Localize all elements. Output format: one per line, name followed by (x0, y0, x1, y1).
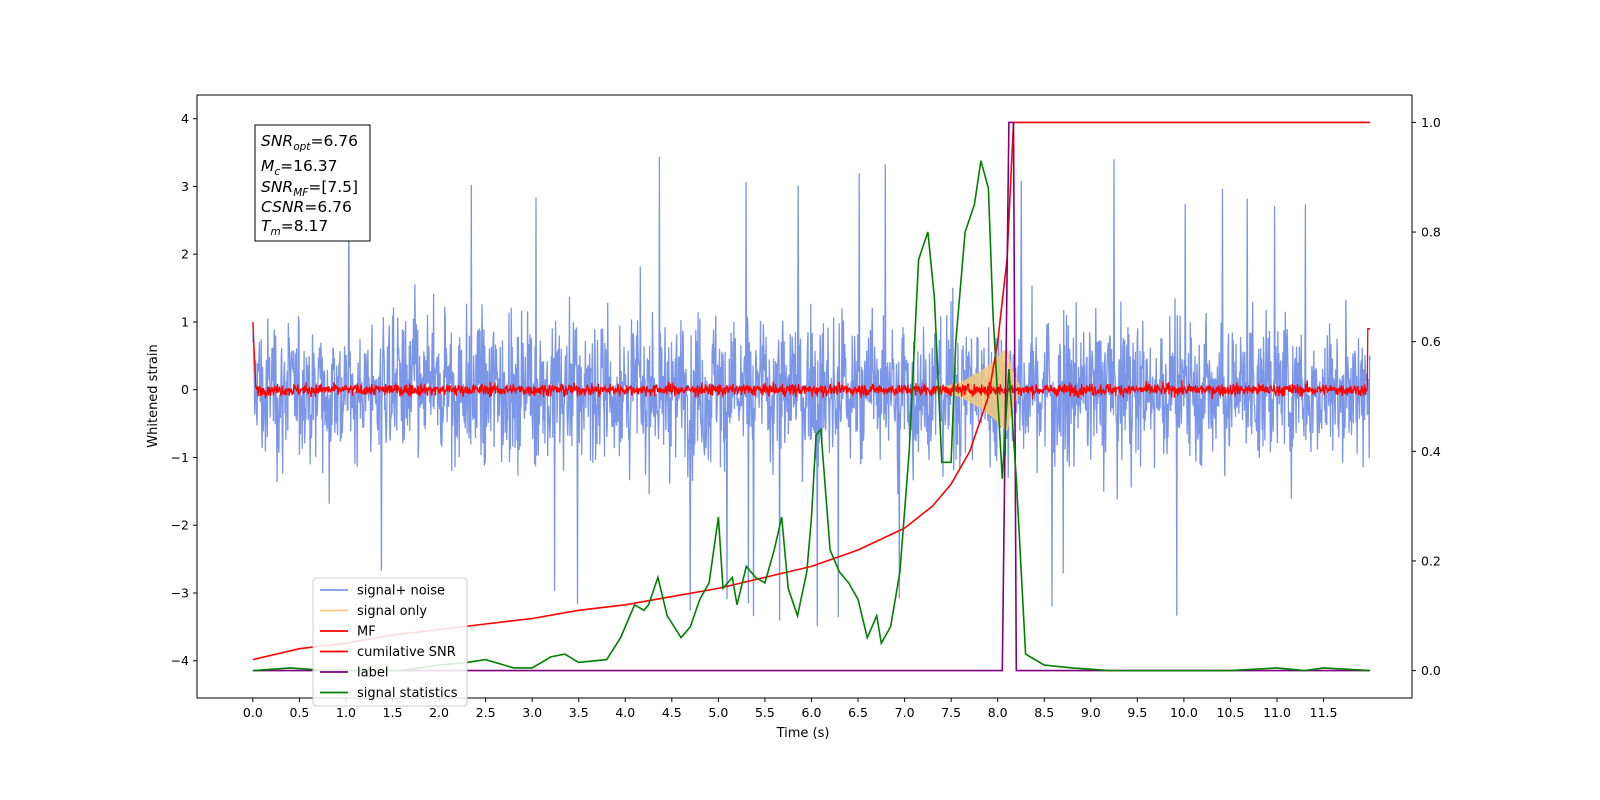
y2-ticks: 1.0 0.8 0.6 0.4 0.2 0.0 (1412, 115, 1441, 678)
x-ticks: 0.0 0.5 1.0 1.5 2.0 2.5 3.0 3.5 4.0 4.5 5.0 5.5 6.0 6… (243, 698, 1338, 720)
y-tick-label: 0 (181, 382, 189, 397)
x-tick-label: 2.0 (429, 705, 449, 720)
y-tick-label: −2 (171, 518, 189, 533)
x-tick-label: 5.5 (755, 705, 775, 720)
info-snr-opt: SNRopt=6.76 (261, 132, 358, 153)
y2-tick-label: 0.4 (1421, 444, 1441, 459)
x-axis-label: Time (s) (776, 726, 830, 741)
legend-items: signal+ noise signal only MF cumilative SNR… (320, 584, 458, 701)
x-tick-label: 1.0 (336, 705, 356, 720)
legend: signal+ noise signal only MF cumilative SNR… (312, 577, 468, 707)
y2-tick-label: 1.0 (1421, 115, 1441, 130)
y-tick-label: −3 (171, 585, 189, 600)
series-mf (252, 321, 1371, 400)
info-box: SNRopt=6.76 Mc=16.37 SNRMF=[7.5] CSNR=6.… (254, 124, 371, 242)
x-tick-label: 8.0 (988, 705, 1008, 720)
plot-frame (196, 94, 1413, 699)
y-tick-label: 3 (181, 179, 189, 194)
y2-tick-label: 0.6 (1421, 334, 1441, 349)
x-tick-label: 6.0 (802, 705, 822, 720)
y-tick-label: 2 (181, 247, 189, 262)
y-ticks: 4 3 2 1 0 −1 −2 −3 −4 (171, 111, 197, 668)
legend-label: MF (357, 625, 376, 640)
legend-label: signal statistics (357, 686, 458, 701)
legend-label: cumilative SNR (357, 645, 456, 660)
y2-tick-label: 0.0 (1421, 663, 1441, 678)
x-tick-label: 7.0 (895, 705, 915, 720)
y2-tick-label: 0.2 (1421, 553, 1441, 568)
x-tick-label: 11.0 (1263, 705, 1291, 720)
y-tick-label: −4 (171, 653, 189, 668)
x-tick-label: 0.0 (243, 705, 263, 720)
x-tick-label: 6.5 (848, 705, 868, 720)
x-tick-label: 8.5 (1034, 705, 1054, 720)
x-tick-label: 10.0 (1170, 705, 1198, 720)
x-tick-label: 9.0 (1081, 705, 1101, 720)
info-snr-mf: SNRMF=[7.5] (261, 178, 358, 199)
y-axis-label: Whitened strain (146, 344, 161, 447)
info-csnr: CSNR=6.76 (261, 198, 352, 216)
x-tick-label: 1.5 (383, 705, 403, 720)
x-tick-label: 0.5 (289, 705, 309, 720)
series-layer (252, 121, 1371, 672)
x-tick-label: 4.5 (662, 705, 682, 720)
y-tick-label: −1 (171, 450, 189, 465)
x-tick-label: 3.5 (569, 705, 589, 720)
x-tick-label: 10.5 (1217, 705, 1245, 720)
x-tick-label: 9.5 (1127, 705, 1147, 720)
x-tick-label: 4.0 (615, 705, 635, 720)
series-label (252, 121, 1371, 672)
legend-label: label (357, 666, 388, 681)
y2-tick-label: 0.8 (1421, 225, 1441, 240)
legend-label: signal only (357, 604, 427, 619)
info-mc: Mc=16.37 (261, 157, 338, 178)
x-tick-label: 5.0 (708, 705, 728, 720)
x-tick-label: 7.5 (941, 705, 961, 720)
x-tick-label: 11.5 (1310, 705, 1338, 720)
y-tick-label: 1 (181, 314, 189, 329)
series-signal-statistics (252, 160, 1371, 672)
x-tick-label: 2.5 (476, 705, 496, 720)
x-tick-label: 3.0 (522, 705, 542, 720)
series-signal-noise (252, 156, 1371, 627)
y-tick-label: 4 (181, 111, 189, 126)
legend-label: signal+ noise (357, 584, 445, 599)
